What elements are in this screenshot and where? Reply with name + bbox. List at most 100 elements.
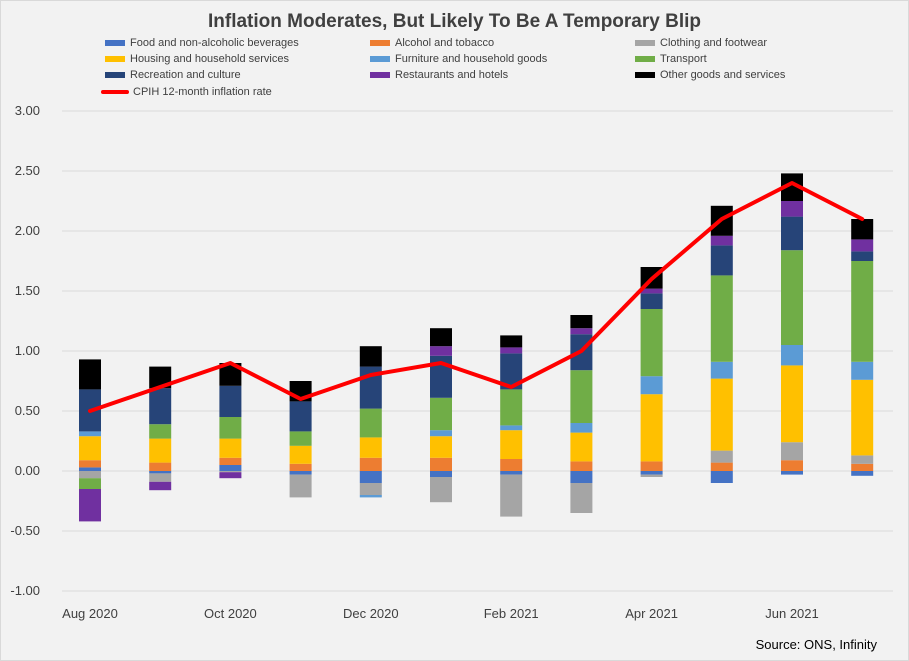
- legend-swatch: [370, 40, 390, 46]
- bar-segment: [570, 461, 593, 471]
- legend-swatch: [370, 72, 390, 78]
- y-tick-label: 1.00: [15, 343, 40, 358]
- bar-segment: [640, 461, 663, 471]
- cpih-line: [88, 181, 865, 413]
- bar-segment: [710, 245, 733, 276]
- legend-item-line: CPIH 12-month inflation rate: [101, 86, 272, 98]
- bar-segment: [79, 436, 101, 461]
- y-tick-label: -0.50: [10, 523, 40, 538]
- bar-segment: [640, 471, 663, 475]
- bar-segment: [710, 361, 733, 379]
- bar-segment: [219, 471, 242, 473]
- bar-segment: [500, 474, 523, 517]
- bar-segment: [289, 474, 312, 498]
- legend-item: Alcohol and tobacco: [370, 37, 494, 49]
- bar-segment: [640, 293, 663, 309]
- bar-segment: [851, 379, 874, 456]
- bar-segment: [781, 365, 803, 443]
- legend-swatch: [105, 40, 125, 46]
- bar-segment: [500, 353, 523, 390]
- legend-item: Clothing and footwear: [635, 37, 767, 49]
- bar-segment: [149, 366, 172, 389]
- bar-segment: [359, 408, 382, 438]
- bar-segment: [430, 397, 452, 431]
- bar-segment: [640, 474, 663, 477]
- x-tick-label: Aug 2020: [62, 606, 118, 621]
- bar-segment: [79, 478, 101, 489]
- bar-segment: [359, 495, 382, 498]
- bar-segment: [359, 437, 382, 458]
- bar-segment: [710, 450, 733, 463]
- y-tick-label: 2.00: [15, 223, 40, 238]
- legend-swatch: [635, 40, 655, 46]
- legend-swatch: [370, 56, 390, 62]
- legend-label: Other goods and services: [660, 69, 786, 81]
- bar-segment: [640, 309, 663, 377]
- y-tick-label: 2.50: [15, 163, 40, 178]
- bar-segment: [710, 378, 733, 451]
- legend-item: Furniture and household goods: [370, 53, 547, 65]
- x-tick-label: Dec 2020: [343, 606, 399, 621]
- bar-segment: [149, 473, 172, 482]
- bar-segment: [570, 471, 593, 483]
- bar-segment: [79, 359, 101, 390]
- y-tick-label: 3.00: [15, 103, 40, 118]
- bar-segment: [219, 417, 242, 439]
- legend-label: Restaurants and hotels: [395, 69, 509, 81]
- bar-segment: [219, 385, 242, 417]
- bar-segment: [219, 363, 242, 386]
- bar-segment: [781, 216, 803, 251]
- bar-segment: [79, 460, 101, 468]
- bar-segment: [359, 471, 382, 483]
- bar-segment: [430, 430, 452, 437]
- bar-segment: [79, 467, 101, 471]
- bar-segment: [851, 251, 874, 261]
- bar-segment: [500, 459, 523, 471]
- bar-segment: [851, 219, 874, 240]
- bar-segment: [570, 432, 593, 462]
- bar-segment: [710, 235, 733, 246]
- legend-label: Furniture and household goods: [395, 53, 548, 65]
- y-tick-label: 0.50: [15, 403, 40, 418]
- bar-segment: [570, 423, 593, 433]
- source-note: Source: ONS, Infinity: [755, 637, 877, 652]
- bar-segment: [851, 455, 874, 464]
- bar-segment: [500, 425, 523, 431]
- bar-segment: [430, 457, 452, 471]
- bar-segment: [430, 471, 452, 477]
- bar-segment: [500, 430, 523, 459]
- bar-segment: [781, 201, 803, 217]
- bar-segment: [851, 471, 874, 476]
- bar-segment: [781, 442, 803, 461]
- bar-segment: [149, 388, 172, 425]
- bar-segment: [570, 370, 593, 423]
- bar-segment: [710, 471, 733, 483]
- bar-segment: [570, 328, 593, 335]
- bar-segment: [781, 173, 803, 201]
- bar-segment: [500, 335, 523, 348]
- bar-segment: [149, 438, 172, 463]
- bar-segment: [149, 481, 172, 491]
- bar-segment: [149, 462, 172, 471]
- bar-segment: [289, 401, 312, 432]
- bar-segment: [640, 376, 663, 395]
- bar-segment: [570, 315, 593, 329]
- bar-segment: [851, 361, 874, 380]
- legend-label: CPIH 12-month inflation rate: [133, 86, 272, 98]
- legend-item: Food and non-alcoholic beverages: [105, 37, 299, 49]
- bar-segment: [570, 483, 593, 513]
- y-tick-label: 0.00: [15, 463, 40, 478]
- bar-segment: [79, 489, 101, 522]
- bar-segment: [219, 472, 242, 479]
- bar-segment: [710, 462, 733, 471]
- bar-segment: [781, 250, 803, 345]
- legend-label: Alcohol and tobacco: [395, 37, 495, 49]
- legend-item: Transport: [635, 53, 707, 65]
- bar-segment: [219, 465, 242, 471]
- bar-segment: [359, 483, 382, 495]
- legend-item: Housing and household services: [105, 53, 289, 65]
- bar-segment: [500, 347, 523, 354]
- bar-segment: [851, 463, 874, 471]
- legend-label: Recreation and culture: [130, 69, 241, 81]
